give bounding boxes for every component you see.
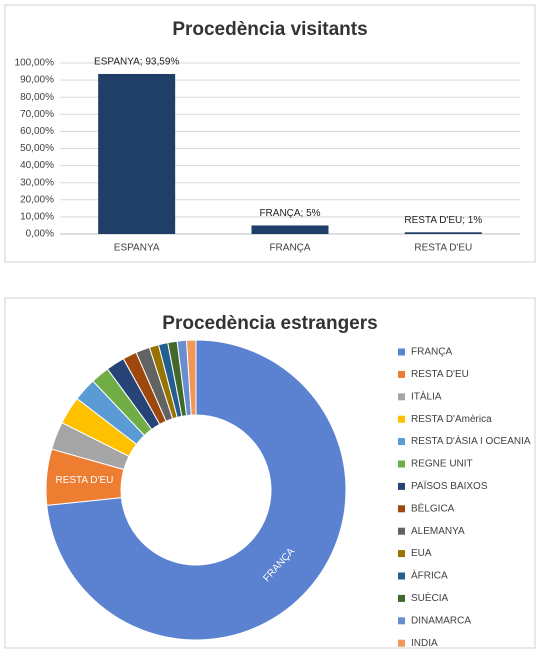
- legend-swatch: [398, 370, 405, 378]
- legend-swatch: [398, 482, 405, 490]
- legend-swatch: [398, 348, 405, 356]
- legend-label: ITÀLIA: [411, 389, 442, 402]
- slice-label: RESTA D'EU: [55, 475, 113, 486]
- legend-label: SUÈCIA: [411, 591, 449, 604]
- legend-label: BÈLGICA: [411, 501, 455, 514]
- legend-label: REGNE UNIT: [411, 459, 473, 470]
- legend-label: INDIA: [411, 638, 438, 649]
- legend-swatch: [398, 639, 405, 647]
- legend-swatch: [398, 505, 405, 513]
- legend-swatch: [398, 460, 405, 468]
- x-tick-label: RESTA D'EU: [414, 243, 472, 254]
- x-tick-label: ESPANYA: [114, 243, 160, 254]
- y-tick-label: 100,00%: [15, 58, 55, 69]
- chart-title: Procedència estrangers: [162, 313, 377, 334]
- legend-label: PAÏSOS BAIXOS: [411, 480, 488, 492]
- data-label: ESPANYA; 93,59%: [94, 57, 179, 68]
- legend-label: DINAMARCA: [411, 615, 471, 626]
- donut-slice: [46, 339, 347, 641]
- legend-label: ÀFRICA: [411, 569, 448, 582]
- legend-swatch: [398, 572, 405, 580]
- chart-frame: [4, 4, 536, 263]
- bar: [404, 232, 482, 234]
- bar: [98, 73, 176, 235]
- legend-swatch: [398, 527, 405, 535]
- y-tick-label: 70,00%: [20, 109, 54, 120]
- legend-label: RESTA D'EU: [411, 369, 469, 380]
- legend-swatch: [398, 393, 405, 401]
- legend-label: FRANÇA: [411, 347, 452, 358]
- y-tick-label: 90,00%: [20, 75, 54, 86]
- chart-title: Procedència visitants: [172, 19, 367, 40]
- legend-swatch: [398, 594, 405, 602]
- donut-slice: [186, 339, 197, 416]
- legend-label: RESTA D'Amèrica: [411, 414, 492, 425]
- legend-swatch: [398, 438, 405, 446]
- y-tick-label: 20,00%: [20, 194, 54, 205]
- y-tick-label: 80,00%: [20, 92, 54, 103]
- legend-swatch: [398, 550, 405, 558]
- legend: FRANÇA RESTA D'EU ITÀLIA RESTA D'Amèrica RES…: [398, 347, 531, 649]
- y-tick-label: 10,00%: [20, 212, 54, 223]
- y-tick-label: 40,00%: [20, 160, 54, 171]
- legend-label: RESTA D'ÀSIA I OCEANIA: [411, 434, 531, 447]
- bar: [251, 225, 329, 234]
- y-tick-label: 60,00%: [20, 126, 54, 137]
- y-tick-label: 50,00%: [20, 143, 54, 154]
- y-tick-label: 0,00%: [26, 229, 54, 240]
- data-label: RESTA D'EU; 1%: [404, 215, 482, 226]
- legend-swatch: [398, 617, 405, 625]
- legend-swatch: [398, 415, 405, 423]
- legend-label: EUA: [411, 548, 432, 559]
- data-label: FRANÇA; 5%: [259, 208, 320, 219]
- x-tick-label: FRANÇA: [269, 243, 310, 254]
- legend-label: ALEMANYA: [411, 526, 465, 537]
- y-tick-label: 30,00%: [20, 177, 54, 188]
